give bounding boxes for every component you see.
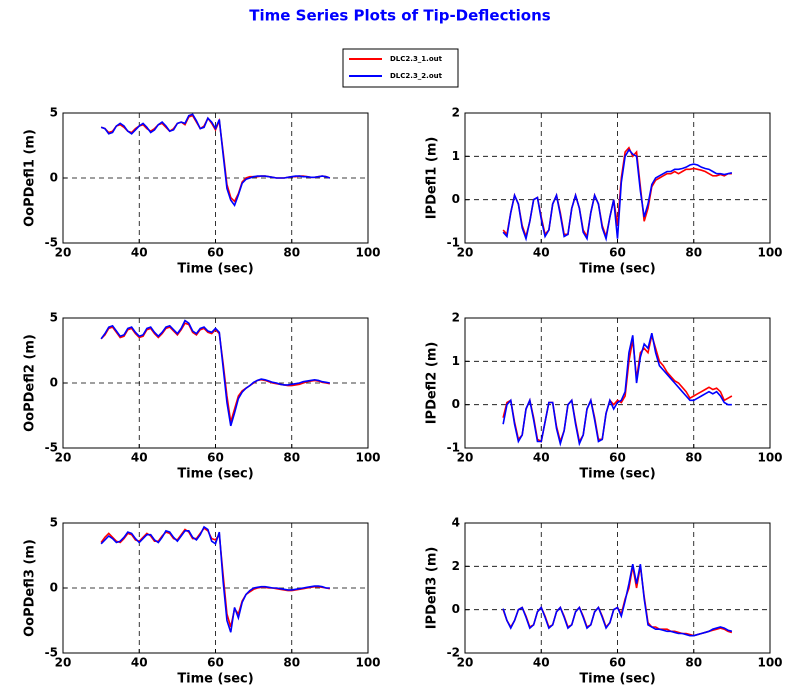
x-tick-label: 20 <box>55 246 72 260</box>
y-tick-label: -1 <box>447 441 460 455</box>
x-axis-label: Time (sec) <box>177 262 253 277</box>
x-tick-label: 100 <box>355 656 380 670</box>
x-tick-label: 80 <box>685 656 702 670</box>
y-tick-label: -2 <box>447 646 460 660</box>
y-axis-label: IPDefl3 (m) <box>425 547 440 630</box>
x-tick-label: 20 <box>457 451 474 465</box>
x-tick-label: 80 <box>283 451 300 465</box>
y-tick-label: 5 <box>50 311 58 325</box>
y-tick-label: 1 <box>452 149 460 163</box>
y-tick-label: 5 <box>50 106 58 120</box>
y-tick-label: 2 <box>452 106 460 120</box>
x-tick-label: 60 <box>609 451 626 465</box>
x-tick-label: 100 <box>355 246 380 260</box>
x-tick-label: 60 <box>207 246 224 260</box>
x-axis-label: Time (sec) <box>579 467 655 482</box>
axes-frame <box>464 522 771 654</box>
legend-label: DLC2.3_2.out <box>390 72 443 80</box>
x-axis-label: Time (sec) <box>579 262 655 277</box>
y-tick-label: -1 <box>447 236 460 250</box>
y-tick-label: 0 <box>50 581 58 595</box>
x-tick-label: 40 <box>533 451 550 465</box>
x-tick-label: 40 <box>533 246 550 260</box>
y-tick-label: 0 <box>50 171 58 185</box>
y-tick-label: -5 <box>45 441 58 455</box>
x-tick-label: 100 <box>355 451 380 465</box>
x-tick-label: 80 <box>283 246 300 260</box>
x-tick-label: 40 <box>131 246 148 260</box>
legend-box <box>342 48 459 88</box>
y-tick-label: -5 <box>45 236 58 250</box>
legend-label: DLC2.3_1.out <box>390 55 443 63</box>
x-axis-label: Time (sec) <box>177 467 253 482</box>
axes-frame <box>464 317 771 449</box>
axes-frame <box>464 112 771 244</box>
x-tick-label: 60 <box>609 246 626 260</box>
x-tick-label: 20 <box>457 656 474 670</box>
y-axis-label: IPDefl2 (m) <box>425 342 440 425</box>
series-line <box>502 332 732 447</box>
y-tick-label: 4 <box>452 516 460 530</box>
series-line <box>100 113 331 207</box>
axes-frame <box>62 522 369 654</box>
series-line <box>100 322 331 423</box>
y-tick-label: 0 <box>452 602 460 616</box>
y-tick-label: 0 <box>452 397 460 411</box>
x-tick-label: 100 <box>757 451 782 465</box>
x-tick-label: 80 <box>685 451 702 465</box>
x-tick-label: 40 <box>131 656 148 670</box>
axes-frame <box>62 317 369 449</box>
y-tick-label: -5 <box>45 646 58 660</box>
y-tick-label: 1 <box>452 354 460 368</box>
x-tick-label: 80 <box>685 246 702 260</box>
x-tick-label: 80 <box>283 656 300 670</box>
x-axis-label: Time (sec) <box>579 672 655 687</box>
x-tick-label: 60 <box>609 656 626 670</box>
x-tick-label: 20 <box>457 246 474 260</box>
y-tick-label: 0 <box>50 376 58 390</box>
y-axis-label: OoPDefl3 (m) <box>23 539 38 637</box>
x-tick-label: 20 <box>55 451 72 465</box>
y-tick-label: 5 <box>50 516 58 530</box>
x-tick-label: 20 <box>55 656 72 670</box>
series-line <box>502 148 733 242</box>
y-axis-label: IPDefl1 (m) <box>425 137 440 220</box>
y-axis-label: OoPDefl2 (m) <box>23 334 38 432</box>
y-tick-label: 0 <box>452 192 460 206</box>
figure-title: Time Series Plots of Tip-Deflections <box>249 7 550 25</box>
series-line <box>502 335 733 445</box>
axes-frame <box>62 112 369 244</box>
x-tick-label: 100 <box>757 656 782 670</box>
series-line <box>100 319 331 427</box>
x-tick-label: 60 <box>207 451 224 465</box>
y-tick-label: 2 <box>452 559 460 573</box>
y-tick-label: 2 <box>452 311 460 325</box>
x-axis-label: Time (sec) <box>177 672 253 687</box>
x-tick-label: 40 <box>533 656 550 670</box>
y-axis-label: OoPDefl1 (m) <box>23 129 38 227</box>
series-line <box>100 525 330 633</box>
x-tick-label: 40 <box>131 451 148 465</box>
x-tick-label: 60 <box>207 656 224 670</box>
series-line <box>502 564 733 637</box>
x-tick-label: 100 <box>757 246 782 260</box>
